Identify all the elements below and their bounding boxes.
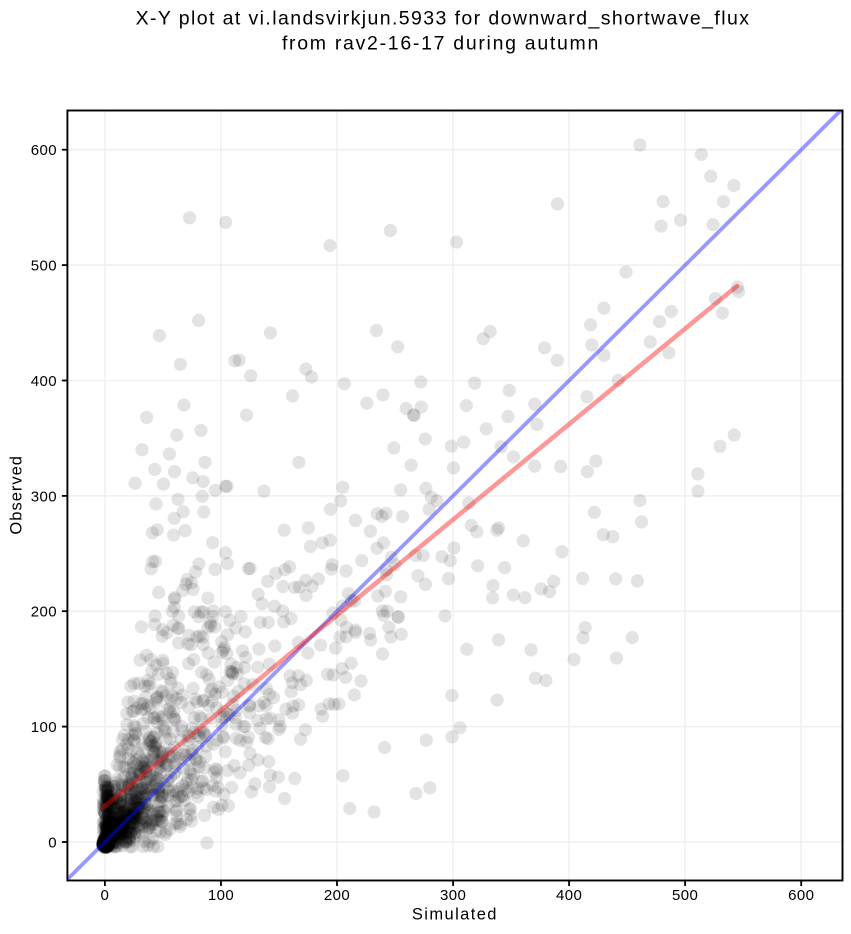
svg-text:0: 0 [48, 834, 57, 851]
svg-text:100: 100 [208, 887, 234, 904]
svg-text:Simulated: Simulated [412, 906, 498, 924]
svg-text:200: 200 [324, 887, 350, 904]
svg-text:500: 500 [672, 887, 698, 904]
svg-text:400: 400 [556, 887, 582, 904]
svg-text:300: 300 [31, 488, 57, 505]
svg-text:from rav2-16-17 during autumn: from rav2-16-17 during autumn [282, 33, 600, 55]
svg-text:100: 100 [31, 719, 57, 736]
svg-text:0: 0 [101, 887, 110, 904]
svg-text:X-Y plot at vi.landsvirkjun.59: X-Y plot at vi.landsvirkjun.5933 for dow… [136, 8, 751, 30]
svg-text:200: 200 [31, 604, 57, 621]
svg-text:300: 300 [440, 887, 466, 904]
svg-text:400: 400 [31, 373, 57, 390]
svg-text:Observed: Observed [8, 455, 26, 535]
svg-text:600: 600 [31, 142, 57, 159]
svg-text:500: 500 [31, 258, 57, 275]
svg-text:600: 600 [788, 887, 814, 904]
